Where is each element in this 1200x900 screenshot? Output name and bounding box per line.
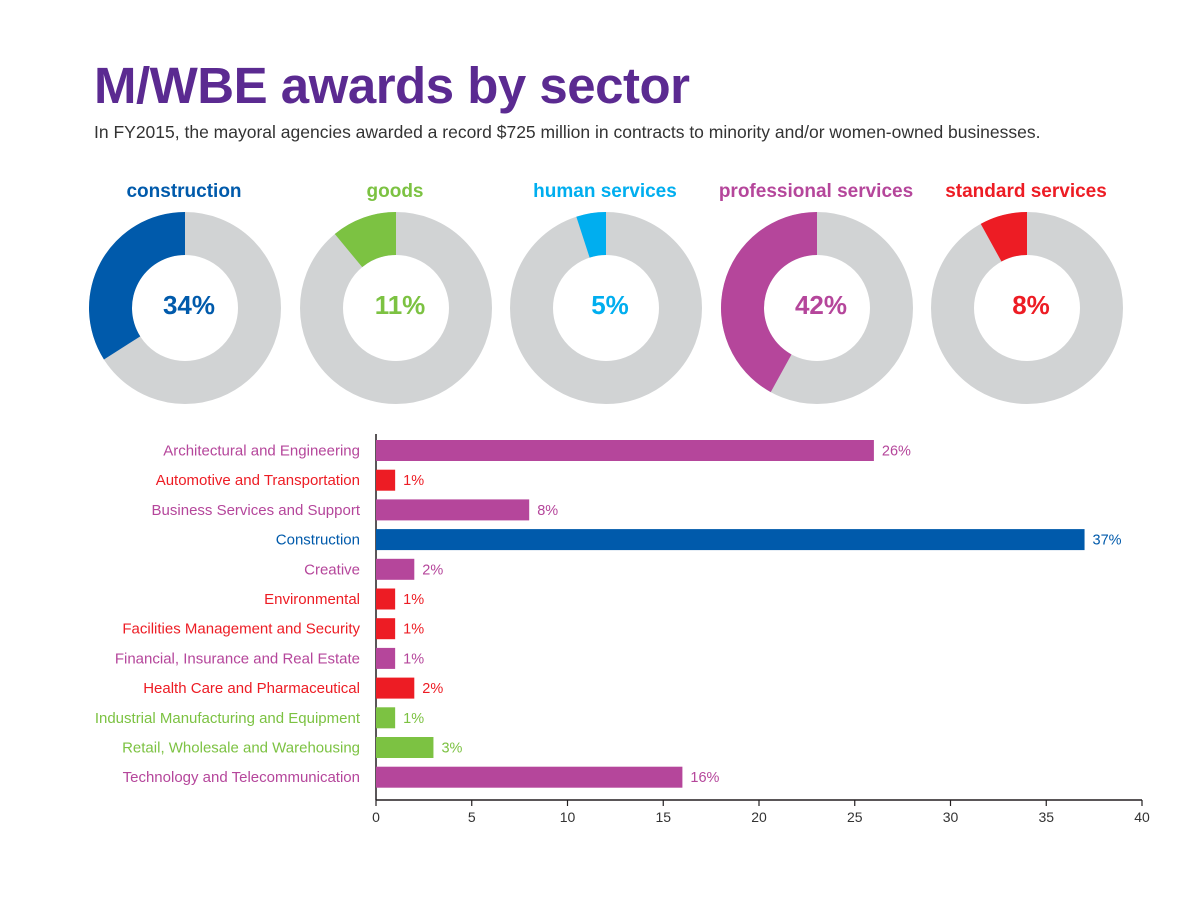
bar-industrial-manufacturing-and-equipment xyxy=(376,707,396,729)
x-tick-label: 10 xyxy=(560,809,576,825)
category-label: Architectural and Engineering xyxy=(163,443,360,460)
bar-financial-insurance-and-real-estate xyxy=(376,647,396,669)
donut-value: 42% xyxy=(794,290,848,320)
chart-subtitle: In FY2015, the mayoral agencies awarded … xyxy=(94,122,1041,142)
category-label: Financial, Insurance and Real Estate xyxy=(115,650,360,667)
donut-value: 8% xyxy=(1012,290,1050,320)
category-label: Creative xyxy=(304,561,360,578)
category-label: Industrial Manufacturing and Equipment xyxy=(95,710,361,727)
bar-value-label: 37% xyxy=(1093,533,1122,549)
x-tick-label: 0 xyxy=(372,809,380,825)
bar-value-label: 2% xyxy=(422,562,443,578)
category-label: Automotive and Transportation xyxy=(156,472,360,489)
bar-facilities-management-and-security xyxy=(376,618,396,640)
bar-automotive-and-transportation xyxy=(376,469,396,491)
bar-creative xyxy=(376,558,415,580)
donut-label: human services xyxy=(533,181,677,202)
category-label: Business Services and Support xyxy=(152,502,361,519)
x-tick-label: 35 xyxy=(1038,809,1054,825)
bar-value-label: 1% xyxy=(403,622,424,638)
bar-health-care-and-pharmaceutical xyxy=(376,677,415,699)
donut-slice-human-services xyxy=(576,212,606,258)
bar-value-label: 1% xyxy=(403,651,424,667)
donut-ring xyxy=(89,212,281,404)
donut-row: construction 34% goods 11% human services 5% p… xyxy=(0,0,1200,420)
donut-label: goods xyxy=(366,181,424,202)
donut-human-services: human services 5% xyxy=(505,180,705,410)
bar-value-label: 16% xyxy=(690,770,719,786)
bar-value-label: 1% xyxy=(403,592,424,608)
bar-technology-and-telecommunication xyxy=(376,766,683,788)
category-label: Facilities Management and Security xyxy=(122,621,360,638)
donut-slice-professional-services xyxy=(721,212,817,393)
donut-slice-standard-services xyxy=(980,212,1027,262)
donut-value: 34% xyxy=(162,290,216,320)
x-tick-label: 20 xyxy=(751,809,767,825)
category-label: Construction xyxy=(276,532,360,549)
bar-value-label: 1% xyxy=(403,711,424,727)
donut-ring xyxy=(510,212,702,404)
bar-environmental xyxy=(376,588,396,610)
x-tick-label: 30 xyxy=(943,809,959,825)
category-label: Environmental xyxy=(264,591,360,608)
donut-professional-services: professional services 42% xyxy=(716,180,916,410)
category-label: Health Care and Pharmaceutical xyxy=(143,680,360,697)
bar-value-label: 2% xyxy=(422,681,443,697)
category-label: Technology and Telecommunication xyxy=(123,769,360,786)
donut-label: professional services xyxy=(718,181,914,202)
donut-ring xyxy=(300,212,492,404)
donut-ring xyxy=(931,212,1123,404)
x-tick-label: 25 xyxy=(847,809,863,825)
bar-retail-wholesale-and-warehousing xyxy=(376,737,434,758)
donut-ring xyxy=(721,212,913,404)
bar-value-label: 26% xyxy=(882,444,911,460)
donut-value: 11% xyxy=(374,290,426,320)
bar-chart: 0 5 10 15 20 25 30 35 40 Architectural and Engine… xyxy=(95,434,1150,825)
donut-value: 5% xyxy=(591,290,629,320)
donut-standard-services: standard services 8% xyxy=(926,180,1126,410)
x-tick-label: 5 xyxy=(468,809,476,825)
bar-value-label: 8% xyxy=(537,503,558,519)
bar-value-label: 3% xyxy=(441,741,462,757)
category-label: Retail, Wholesale and Warehousing xyxy=(122,740,360,757)
bar-construction xyxy=(376,529,1085,551)
donut-goods: goods 11% xyxy=(295,180,495,410)
donut-label: construction xyxy=(126,181,242,202)
donut-slice-goods xyxy=(334,212,396,268)
bar-architectural-and-engineering xyxy=(376,440,874,461)
x-tick-label: 15 xyxy=(655,809,671,825)
donut-label: standard services xyxy=(945,181,1107,202)
bar-business-services-and-support xyxy=(376,499,530,521)
donut-slice-construction xyxy=(89,212,185,360)
bar-value-label: 1% xyxy=(403,473,424,489)
x-tick-label: 40 xyxy=(1134,809,1150,825)
donut-construction: construction 34% xyxy=(84,180,284,410)
chart-title: M/WBE awards by sector xyxy=(94,57,690,114)
